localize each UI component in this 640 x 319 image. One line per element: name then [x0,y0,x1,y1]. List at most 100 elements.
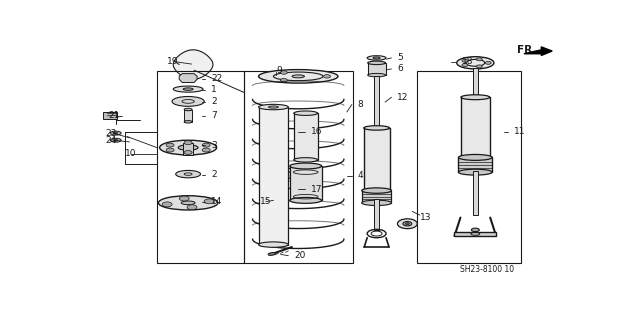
Ellipse shape [110,131,121,135]
Text: 18: 18 [462,57,474,66]
Bar [374,199,379,230]
Ellipse shape [367,61,385,64]
Ellipse shape [176,170,200,178]
Text: 17: 17 [310,185,322,194]
Ellipse shape [457,57,494,69]
Text: 7: 7 [211,111,217,120]
Circle shape [462,63,468,66]
Text: 3: 3 [211,141,217,150]
Text: 21: 21 [109,111,120,120]
Text: 10: 10 [125,149,136,158]
Polygon shape [173,50,213,79]
Ellipse shape [173,86,203,92]
Bar [367,63,385,75]
Bar [417,71,522,263]
Ellipse shape [373,57,380,59]
Circle shape [202,148,210,152]
Bar [362,190,392,203]
Polygon shape [179,74,197,83]
Text: 12: 12 [397,93,409,102]
Circle shape [485,61,491,64]
Text: 2: 2 [211,97,217,106]
Bar [259,107,288,245]
Ellipse shape [183,88,193,90]
Ellipse shape [458,154,492,160]
Text: 5: 5 [397,53,403,63]
Ellipse shape [458,169,492,175]
Text: 13: 13 [420,213,431,222]
Circle shape [179,196,189,201]
Text: 11: 11 [514,127,525,136]
Bar [290,166,321,200]
Ellipse shape [259,242,288,247]
Ellipse shape [471,228,479,232]
Ellipse shape [178,145,198,150]
Ellipse shape [114,132,118,134]
Ellipse shape [290,163,321,169]
Circle shape [280,78,287,82]
Ellipse shape [397,219,417,229]
Ellipse shape [405,223,410,225]
Bar [183,143,193,155]
Ellipse shape [364,126,390,130]
Text: 16: 16 [310,127,322,136]
Text: 20: 20 [294,251,306,260]
Text: 15: 15 [260,197,271,206]
Bar [157,71,244,263]
Circle shape [184,151,192,154]
Circle shape [476,65,483,68]
Text: 1: 1 [211,85,217,94]
Text: 8: 8 [358,100,364,109]
Ellipse shape [294,158,317,162]
Ellipse shape [172,96,204,106]
Text: 9: 9 [276,66,282,75]
Bar [473,68,478,95]
Bar [103,112,117,119]
Circle shape [162,202,172,207]
Text: FR.: FR. [518,45,537,55]
Ellipse shape [259,104,288,110]
Ellipse shape [110,138,121,142]
Bar [461,97,490,164]
Polygon shape [524,47,552,56]
Ellipse shape [291,174,306,177]
Circle shape [280,71,287,74]
Ellipse shape [290,197,321,203]
Ellipse shape [158,196,218,210]
Circle shape [202,143,210,147]
Text: 23: 23 [106,129,117,138]
Ellipse shape [159,140,217,155]
Text: 22: 22 [211,74,223,83]
Text: 14: 14 [211,197,223,206]
Bar [184,109,192,122]
Ellipse shape [184,108,192,111]
Bar [458,157,492,172]
Text: 4: 4 [358,171,364,180]
Bar [364,128,390,196]
Ellipse shape [184,121,192,123]
Circle shape [187,205,197,210]
Ellipse shape [362,200,392,205]
Circle shape [476,58,483,61]
Circle shape [462,59,468,62]
Ellipse shape [269,106,278,108]
Text: 24: 24 [106,136,117,145]
Ellipse shape [114,139,118,141]
Text: 2: 2 [211,170,217,179]
Ellipse shape [403,221,412,226]
Bar [244,71,353,263]
Ellipse shape [292,75,305,78]
Ellipse shape [367,56,386,60]
Bar [294,113,317,160]
Circle shape [324,75,330,78]
Circle shape [166,148,174,152]
Ellipse shape [181,201,195,205]
Bar [473,171,478,215]
Circle shape [184,141,192,145]
Bar [374,76,379,127]
Ellipse shape [279,171,317,179]
Ellipse shape [294,111,317,115]
Text: 6: 6 [397,64,403,73]
Ellipse shape [367,73,385,77]
Text: SH23-8100 10: SH23-8100 10 [460,265,514,274]
